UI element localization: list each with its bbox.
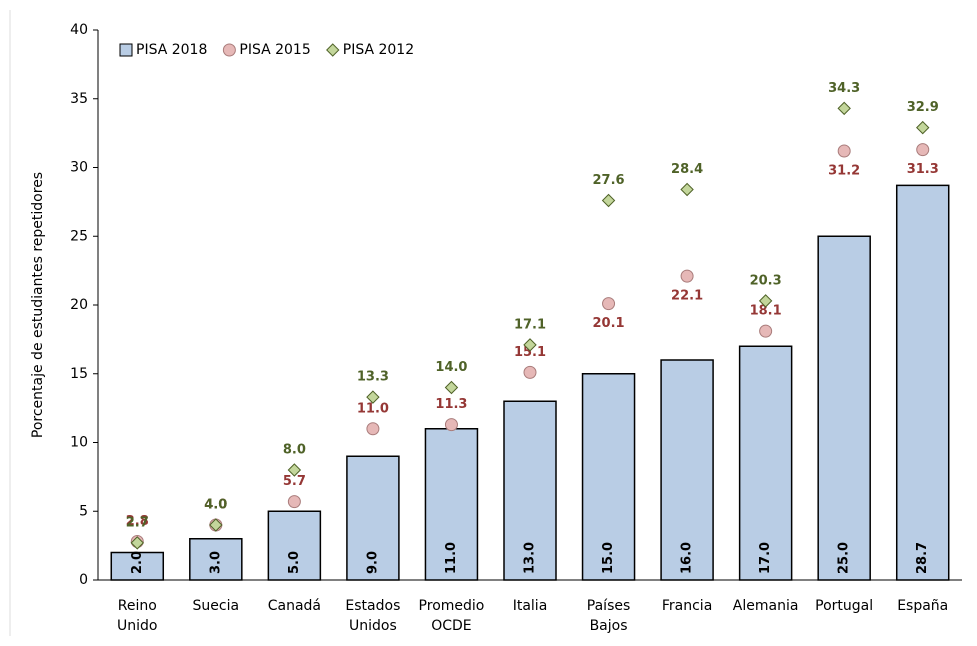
marker-2015: [287, 495, 301, 509]
marker-2012: [523, 338, 537, 352]
y-axis-label: Porcentaje de estudiantes repetidores: [30, 172, 46, 438]
bar: [267, 510, 322, 581]
value-label-2012: 8.0: [283, 443, 306, 458]
value-label-2012: 13.3: [357, 370, 389, 385]
value-label-2012: 14.0: [435, 360, 467, 375]
marker-2012: [601, 193, 616, 208]
bar: [189, 538, 243, 581]
x-tick-label: Francia: [661, 598, 713, 614]
value-label-2012: 27.6: [593, 173, 625, 188]
marker-2012: [287, 463, 302, 477]
bar: [738, 345, 793, 581]
legend-swatch: [119, 43, 133, 57]
bar-value-label: 5.0: [287, 551, 302, 574]
bar: [581, 373, 636, 581]
y-tick-label: 40: [70, 22, 88, 38]
x-tick-label: Alemania: [732, 598, 799, 614]
marker-2015: [602, 297, 616, 311]
marker-2015: [366, 422, 380, 436]
marker-2015: [759, 324, 773, 338]
x-tick-label: Suecia: [192, 598, 240, 614]
value-label-2015: 11.3: [435, 397, 467, 412]
marker-2012: [837, 101, 851, 116]
y-tick-label: 5: [79, 503, 88, 519]
y-tick-label: 20: [70, 297, 88, 313]
value-label-2015: 18.1: [750, 304, 782, 319]
value-label-2012: 17.1: [514, 317, 546, 332]
marker-2015: [916, 143, 930, 157]
marker-2012: [209, 518, 223, 532]
value-label-2015: 4.0: [204, 498, 227, 513]
y-tick-label: 25: [70, 228, 88, 244]
marker-2012: [130, 536, 144, 550]
y-tick-label: 30: [70, 160, 88, 176]
bar: [424, 428, 479, 581]
marker-2012: [444, 380, 459, 395]
value-label-2012: 28.4: [671, 162, 703, 177]
marker-2012: [680, 182, 694, 197]
bar-value-label: 2.0: [130, 551, 145, 574]
bar-value-label: 15.0: [601, 542, 616, 574]
x-tick-label: Países Bajos: [586, 598, 631, 634]
legend-swatch: [222, 43, 236, 57]
bar: [110, 551, 165, 581]
value-label-2015: 31.3: [907, 162, 939, 177]
x-tick-label: Portugal: [815, 598, 874, 614]
x-tick-label: Promedio OCDE: [418, 598, 485, 634]
y-tick-label: 10: [70, 435, 88, 451]
value-label-2015: 31.2: [828, 164, 860, 179]
x-tick-label: Italia: [512, 598, 548, 614]
legend-label: PISA 2012: [343, 42, 414, 58]
x-tick-label: Reino Unido: [117, 598, 158, 634]
value-label-2012: 34.3: [828, 81, 860, 96]
value-label-2015: 11.0: [357, 401, 389, 416]
value-label-2012: 20.3: [750, 273, 782, 288]
value-label-2015: 20.1: [593, 316, 625, 331]
marker-2012: [916, 120, 930, 135]
marker-2015: [444, 418, 458, 432]
bar-value-label: 17.0: [758, 542, 773, 574]
bar-value-label: 13.0: [523, 542, 538, 574]
marker-2015: [523, 365, 537, 379]
value-label-2015: 15.1: [514, 345, 546, 360]
value-label-2012: 4.0: [204, 498, 227, 513]
y-tick-label: 0: [79, 572, 88, 588]
y-tick-label: 35: [70, 91, 88, 107]
bar-value-label: 11.0: [444, 542, 459, 574]
bar-value-label: 9.0: [365, 551, 380, 574]
value-label-2012: 32.9: [907, 100, 939, 115]
bar: [817, 235, 871, 581]
value-label-2015: 22.1: [671, 289, 703, 304]
x-tick-label: España: [897, 598, 949, 614]
value-label-2015: 2.8: [126, 514, 149, 529]
legend-swatch: [326, 43, 340, 57]
bar: [346, 455, 400, 581]
marker-2012: [758, 294, 773, 308]
x-tick-label: Estados Unidos: [345, 598, 401, 634]
bar: [660, 359, 714, 581]
bar-value-label: 28.7: [915, 542, 930, 574]
bar-value-label: 3.0: [208, 551, 223, 574]
legend-label: PISA 2015: [239, 42, 310, 58]
x-tick-label: Canadá: [267, 598, 321, 614]
legend-label: PISA 2018: [136, 42, 207, 58]
bar-value-label: 25.0: [837, 542, 852, 574]
bar: [895, 184, 950, 581]
marker-2012: [366, 390, 380, 404]
value-label-2012: 2.7: [126, 515, 149, 530]
bar: [503, 400, 557, 581]
y-tick-label: 15: [70, 366, 88, 382]
bar-value-label: 16.0: [680, 542, 695, 574]
value-label-2015: 5.7: [283, 474, 306, 489]
marker-2015: [680, 269, 694, 283]
marker-2015: [837, 144, 851, 158]
